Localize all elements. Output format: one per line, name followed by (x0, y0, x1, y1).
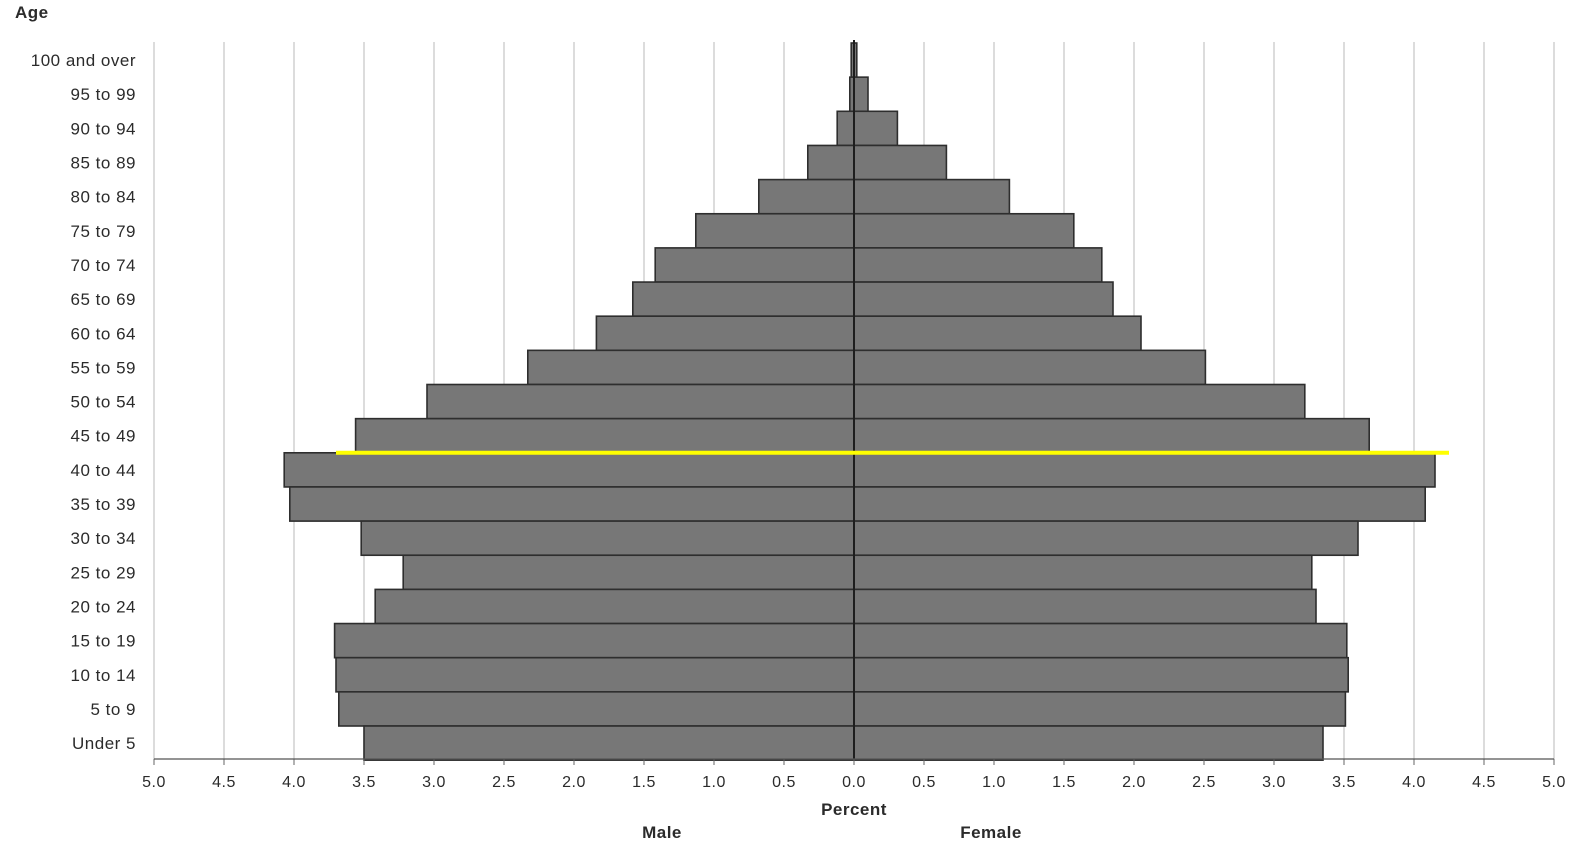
bar-female (853, 212, 1075, 249)
x-tick-label: 4.5 (1472, 774, 1496, 791)
age-group-label: 65 to 69 (71, 290, 136, 309)
age-group-label: 30 to 34 (71, 529, 136, 548)
bar-female (853, 588, 1317, 625)
x-axis-title: Percent (821, 800, 887, 819)
x-tick-label: 0.5 (772, 774, 796, 791)
bar-female (853, 554, 1313, 591)
bar-male (333, 622, 855, 659)
x-tick-label: 2.0 (562, 774, 586, 791)
age-group-label: 25 to 29 (71, 563, 136, 582)
x-tick-label: 5.0 (142, 774, 166, 791)
bar-female (853, 691, 1347, 727)
age-group-label: 55 to 59 (71, 358, 136, 377)
bar-male (836, 110, 855, 147)
x-tick-label: 4.0 (282, 774, 306, 791)
bar-female (853, 417, 1371, 454)
x-tick-label: 3.5 (352, 774, 376, 791)
bar-female (853, 383, 1306, 420)
bar-female (853, 247, 1103, 283)
bar-male (363, 725, 855, 761)
male-series-label: Male (642, 823, 682, 842)
bar-male (337, 691, 855, 727)
bar-male (354, 417, 855, 454)
age-group-label: 5 to 9 (90, 700, 136, 719)
bar-male (595, 315, 855, 352)
x-tick-label: 1.5 (1052, 774, 1076, 791)
age-group-label: Under 5 (72, 734, 136, 753)
age-group-label: 80 to 84 (71, 188, 136, 207)
age-group-label: 50 to 54 (71, 393, 136, 412)
x-tick-label: 3.0 (422, 774, 446, 791)
age-group-label: 75 to 79 (71, 222, 136, 241)
bar-female (853, 144, 948, 181)
bar-female (853, 486, 1427, 522)
x-tick-label: 2.5 (492, 774, 516, 791)
bar-male (806, 144, 855, 181)
age-group-label: 100 and over (31, 51, 136, 70)
age-group-label: 70 to 74 (71, 256, 136, 275)
bar-male (402, 554, 855, 591)
bar-male (426, 383, 855, 420)
x-tick-label: 4.0 (1402, 774, 1426, 791)
bar-female (853, 656, 1350, 693)
age-group-label: 40 to 44 (71, 461, 136, 480)
bar-female (853, 349, 1207, 386)
bar-female (853, 76, 869, 113)
bar-female (853, 315, 1142, 352)
bar-male (283, 451, 855, 488)
bar-female (853, 622, 1348, 659)
bar-female (853, 281, 1114, 317)
bar-male (360, 520, 855, 557)
bar-male (526, 349, 855, 386)
age-group-label: 20 to 24 (71, 597, 136, 616)
bar-female (853, 520, 1359, 557)
bar-male (757, 178, 855, 215)
female-series-label: Female (960, 823, 1022, 842)
age-group-label: 90 to 94 (71, 119, 136, 138)
labels: 5.0 4.5 4.0 3.5 3.0 2.5 2.0 1.5 1.0 0.5 0.0 0.5 1.0 1… (15, 3, 1566, 842)
age-group-label: 60 to 64 (71, 324, 136, 343)
bars (283, 42, 1436, 761)
bar-female (853, 178, 1011, 215)
x-tick-label: 1.5 (632, 774, 656, 791)
bar-male (374, 588, 855, 625)
x-tick-label: 2.0 (1122, 774, 1146, 791)
bar-male (335, 656, 855, 693)
bar-female (853, 110, 899, 147)
bar-male (694, 212, 855, 249)
x-tick-label: 5.0 (1542, 774, 1566, 791)
age-group-label: 15 to 19 (71, 632, 136, 651)
bar-female (853, 451, 1436, 488)
bar-male (631, 281, 855, 317)
x-tick-label: 1.0 (702, 774, 726, 791)
x-tick-label: 3.0 (1262, 774, 1286, 791)
bar-male (288, 486, 855, 522)
age-group-label: 95 to 99 (71, 85, 136, 104)
age-group-label: 10 to 14 (71, 666, 136, 685)
x-tick-label: 0.0 (842, 774, 866, 791)
bar-male (654, 247, 855, 283)
x-tick-label: 4.5 (212, 774, 236, 791)
axes (153, 40, 1555, 765)
age-group-label: 45 to 49 (71, 427, 136, 446)
bar-female (853, 725, 1324, 761)
y-axis-title: Age (15, 3, 49, 22)
x-tick-label: 2.5 (1192, 774, 1216, 791)
x-tick-label: 3.5 (1332, 774, 1356, 791)
x-tick-label: 0.5 (912, 774, 936, 791)
x-tick-label: 1.0 (982, 774, 1006, 791)
age-group-label: 35 to 39 (71, 495, 136, 514)
age-group-label: 85 to 89 (71, 154, 136, 173)
